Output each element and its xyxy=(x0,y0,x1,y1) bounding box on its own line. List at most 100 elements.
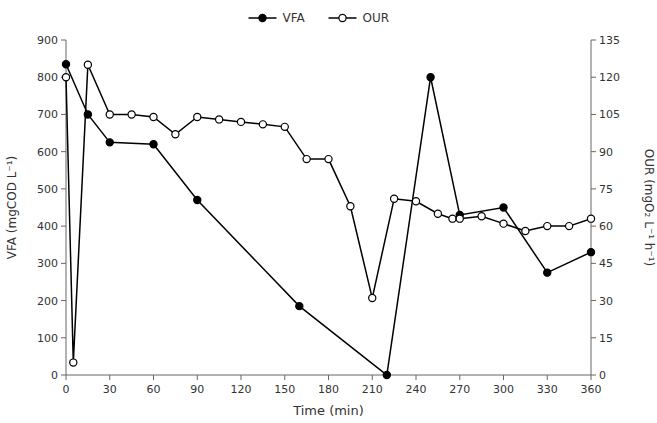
x-tick-label: 360 xyxy=(581,383,602,396)
x-tick xyxy=(284,375,285,380)
x-tick xyxy=(547,375,548,380)
x-tick-label: 120 xyxy=(231,383,252,396)
y-tick-label: 100 xyxy=(37,332,58,345)
point xyxy=(106,139,113,146)
chart: 0306090120150180210240270300330360Time (… xyxy=(0,0,657,423)
x-tick xyxy=(416,375,417,380)
y-tick xyxy=(61,300,66,301)
y-tick xyxy=(61,151,66,152)
y-tick xyxy=(61,114,66,115)
y-tick xyxy=(61,337,66,338)
point xyxy=(500,220,507,227)
point xyxy=(587,249,594,256)
point xyxy=(522,227,529,234)
y-tick xyxy=(61,188,66,189)
legend-marker xyxy=(339,14,346,21)
point xyxy=(500,204,507,211)
point xyxy=(544,269,551,276)
point xyxy=(281,123,288,130)
y2-tick xyxy=(591,226,596,227)
x-tick-label: 60 xyxy=(147,383,161,396)
point xyxy=(412,198,419,205)
y2-tick-label: 75 xyxy=(599,183,613,196)
point xyxy=(70,359,77,366)
x-tick-label: 90 xyxy=(190,383,204,396)
point xyxy=(478,213,485,220)
point xyxy=(544,223,551,230)
x-tick xyxy=(328,375,329,380)
legend-marker xyxy=(259,14,266,21)
x-tick xyxy=(459,375,460,380)
point xyxy=(259,121,266,128)
y2-tick-label: 135 xyxy=(599,34,620,47)
x-tick xyxy=(241,375,242,380)
point xyxy=(150,113,157,120)
point xyxy=(434,210,441,217)
point xyxy=(237,118,244,125)
x-tick xyxy=(109,375,110,380)
x-tick xyxy=(197,375,198,380)
x-tick xyxy=(153,375,154,380)
point xyxy=(391,195,398,202)
point xyxy=(172,131,179,138)
point xyxy=(303,156,310,163)
y-tick-label: 800 xyxy=(37,71,58,84)
y-tick-label: 0 xyxy=(51,369,58,382)
point xyxy=(587,215,594,222)
series-line xyxy=(66,65,591,363)
y2-tick xyxy=(591,375,596,376)
y-tick xyxy=(61,226,66,227)
legend: VFA OUR xyxy=(249,11,390,25)
x-tick-label: 180 xyxy=(318,383,339,396)
x-tick-label: 270 xyxy=(449,383,470,396)
y2-tick-label: 0 xyxy=(599,369,606,382)
point xyxy=(216,116,223,123)
y-tick-label: 500 xyxy=(37,183,58,196)
y-tick xyxy=(61,375,66,376)
x-tick-label: 0 xyxy=(63,383,70,396)
y-tick-label: 700 xyxy=(37,108,58,121)
y-tick-label: 300 xyxy=(37,257,58,270)
x-tick-label: 240 xyxy=(406,383,427,396)
y-axis-label: VFA (mgCOD L⁻¹) xyxy=(5,156,19,259)
y-tick-label: 200 xyxy=(37,295,58,308)
point xyxy=(194,113,201,120)
point xyxy=(194,196,201,203)
point xyxy=(296,303,303,310)
x-tick-label: 330 xyxy=(537,383,558,396)
point xyxy=(150,141,157,148)
y2-tick xyxy=(591,40,596,41)
y2-tick xyxy=(591,300,596,301)
point xyxy=(449,215,456,222)
point xyxy=(383,371,390,378)
point xyxy=(456,215,463,222)
point xyxy=(62,74,69,81)
legend-label: VFA xyxy=(283,11,306,25)
y2-tick-label: 90 xyxy=(599,146,613,159)
point xyxy=(84,61,91,68)
point xyxy=(427,74,434,81)
y2-tick-label: 45 xyxy=(599,257,613,270)
y2-tick-label: 60 xyxy=(599,220,613,233)
x-tick-label: 30 xyxy=(103,383,117,396)
x-tick xyxy=(591,375,592,380)
point xyxy=(369,294,376,301)
plot-area xyxy=(62,61,594,379)
x-tick xyxy=(66,375,67,380)
legend-label: OUR xyxy=(363,11,390,25)
y-tick-label: 400 xyxy=(37,220,58,233)
x-tick xyxy=(503,375,504,380)
x-axis-label: Time (min) xyxy=(292,403,364,418)
y2-tick xyxy=(591,263,596,264)
y2-axis-label: OUR (mgO₂ L⁻¹ h⁻¹) xyxy=(642,149,656,267)
y2-tick-label: 105 xyxy=(599,108,620,121)
point xyxy=(106,111,113,118)
y2-axis-line xyxy=(591,40,592,375)
y2-tick-label: 30 xyxy=(599,295,613,308)
y2-tick-label: 120 xyxy=(599,71,620,84)
x-tick-label: 210 xyxy=(362,383,383,396)
y-tick-label: 600 xyxy=(37,146,58,159)
y-tick xyxy=(61,263,66,264)
y2-tick xyxy=(591,188,596,189)
series-line xyxy=(66,64,591,375)
